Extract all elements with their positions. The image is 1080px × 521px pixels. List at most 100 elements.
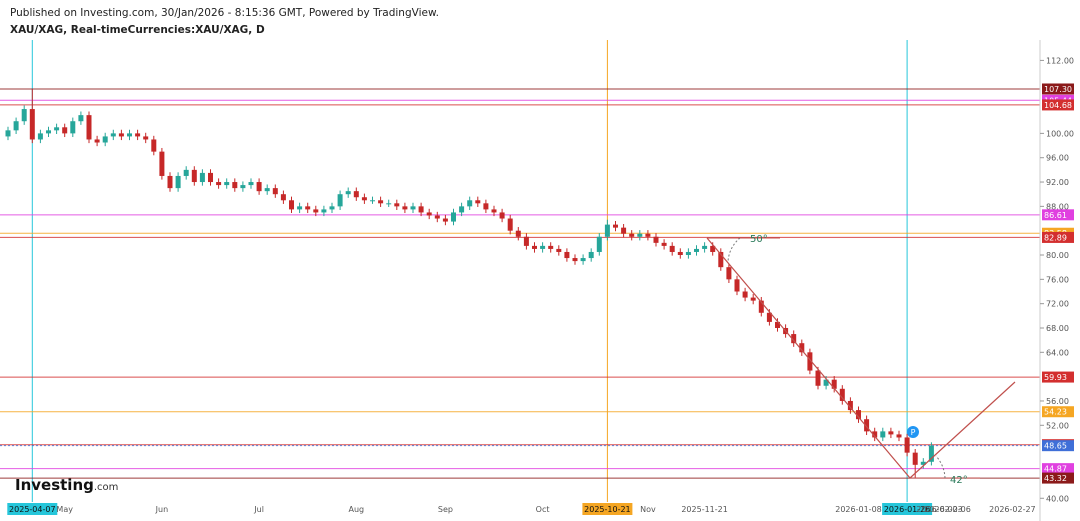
level-box <box>1042 371 1074 383</box>
level-label: 59.93 <box>1044 373 1067 382</box>
angle-arc <box>935 455 946 479</box>
candle-body <box>556 248 562 252</box>
logo-suffix: .com <box>94 482 119 493</box>
candle-body <box>653 236 659 243</box>
candle-body <box>467 200 473 207</box>
x-tick-label: 2025-04-07 <box>9 505 56 514</box>
candle-body <box>232 182 238 189</box>
candle-body <box>272 188 278 195</box>
published-note: Published on Investing.com, 30/Jan/2026 … <box>10 7 439 19</box>
candle-body <box>677 251 683 256</box>
candle-body <box>442 218 448 222</box>
candle-body <box>86 115 92 140</box>
level-box <box>1042 231 1074 243</box>
candle-body <box>175 175 181 189</box>
candle-body <box>523 236 529 246</box>
candle-body <box>532 245 537 249</box>
candle-body <box>37 133 43 140</box>
candle-body <box>329 206 335 210</box>
candle-body <box>888 431 894 435</box>
candle-body <box>856 410 861 420</box>
candle-body <box>426 212 432 216</box>
candle-body <box>94 139 100 143</box>
level-box <box>1042 463 1074 475</box>
candle-body <box>248 182 254 186</box>
candle-body <box>167 175 173 189</box>
candle-body <box>62 127 68 134</box>
candle-body <box>451 212 456 222</box>
candle-body <box>572 258 578 262</box>
level-box <box>1042 440 1074 452</box>
candle-body <box>491 209 497 213</box>
candle-body <box>475 200 481 204</box>
x-tick-label: Jun <box>155 505 169 514</box>
candle-body <box>831 379 837 389</box>
x-tick-label: Nov <box>640 505 656 514</box>
candle-body <box>661 242 667 246</box>
candle-body <box>742 291 748 298</box>
candle-body <box>159 151 165 176</box>
x-tick-label: Sep <box>438 505 453 514</box>
candle-body <box>386 203 392 205</box>
level-label: 54.23 <box>1044 408 1067 417</box>
candle-body <box>904 437 910 453</box>
level-label: 107.30 <box>1044 85 1072 94</box>
candle-body <box>604 224 610 237</box>
candle-body <box>637 233 643 237</box>
angle-label: 42° <box>950 475 968 486</box>
date-box <box>7 503 58 515</box>
y-tick-label: 88.00 <box>1046 202 1069 211</box>
candle-body <box>29 109 35 140</box>
candle-body <box>127 133 132 137</box>
trend-lines <box>706 237 1016 479</box>
candle-body <box>46 130 51 134</box>
candle-body <box>758 300 764 313</box>
candle-body <box>313 209 319 213</box>
candle-body <box>799 343 805 353</box>
pivot-marker <box>907 426 919 438</box>
logo: Investing.com <box>15 476 118 494</box>
candle-body <box>289 200 294 210</box>
guides <box>0 40 1040 502</box>
candle-body <box>370 200 375 202</box>
y-tick-label: 100.00 <box>1046 129 1074 138</box>
x-tick-label: Aug <box>348 505 364 514</box>
level-label: 48.65 <box>1044 442 1067 451</box>
candle-body <box>823 379 829 386</box>
candle-body <box>928 445 934 462</box>
candle-body <box>410 206 416 210</box>
candle-body <box>78 115 84 122</box>
candle-body <box>896 434 902 438</box>
candle-body <box>847 400 853 411</box>
y-tick-label: 68.00 <box>1046 324 1069 333</box>
candle-body <box>345 191 351 195</box>
candle-body <box>775 321 780 328</box>
x-tick-label: Jul <box>253 505 264 514</box>
candle-body <box>580 258 586 262</box>
candle-body <box>402 206 408 210</box>
candle-body <box>199 172 205 183</box>
candle-body <box>839 388 845 401</box>
y-tick-label: 56.00 <box>1046 397 1069 406</box>
x-tick-label: 2026-02-06 <box>924 505 971 514</box>
candle-body <box>645 233 651 237</box>
x-tick-label: 2026-02-27 <box>989 505 1036 514</box>
y-tick-label: 40.00 <box>1046 494 1069 503</box>
candle-body <box>361 197 367 201</box>
x-tick-label: 2025-10-21 <box>584 505 631 514</box>
candle-body <box>807 352 813 371</box>
candle-body <box>5 130 11 137</box>
candle-body <box>507 218 513 231</box>
candle-body <box>297 206 303 210</box>
symbol-title: XAU/XAG, Real-timeCurrencies:XAU/XAG, D <box>10 24 265 36</box>
level-label: 82.89 <box>1044 233 1067 242</box>
candle-body <box>459 206 465 213</box>
date-box <box>582 503 633 515</box>
candle-body <box>669 245 675 252</box>
candle-body <box>515 230 521 237</box>
candle-body <box>685 251 691 256</box>
candle-body <box>305 206 311 210</box>
candle-body <box>256 182 262 192</box>
candle-body <box>208 172 213 183</box>
